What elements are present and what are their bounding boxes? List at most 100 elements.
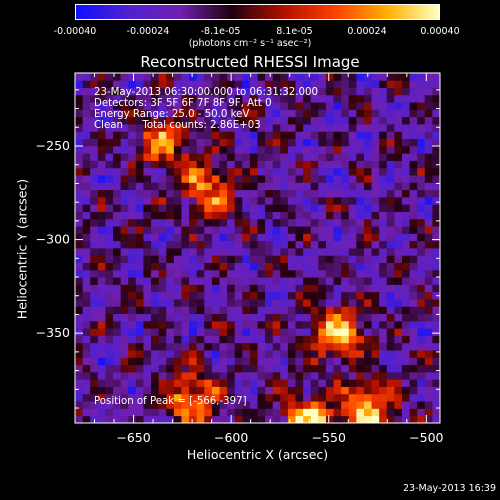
heatmap-cell	[379, 386, 388, 395]
heatmap-cell	[356, 226, 365, 234]
heatmap-cell	[432, 102, 441, 110]
heatmap-cell	[318, 87, 327, 96]
heatmap-cell	[166, 255, 175, 263]
heatmap-cell	[143, 116, 152, 125]
heatmap-cell	[211, 342, 220, 351]
heatmap-cell	[135, 196, 144, 205]
heatmap-cell	[424, 182, 433, 191]
heatmap-cell	[318, 357, 327, 366]
heatmap-cell	[371, 131, 380, 140]
heatmap-cell	[242, 364, 251, 373]
x-tick-label: −600	[214, 430, 248, 445]
heatmap-cell	[394, 379, 403, 387]
heatmap-cell	[318, 175, 327, 183]
heatmap-cell	[363, 138, 372, 147]
heatmap-cell	[181, 204, 190, 212]
heatmap-cell	[242, 102, 251, 110]
heatmap-cell	[196, 196, 205, 205]
heatmap-cell	[82, 196, 91, 205]
heatmap-cell	[348, 350, 357, 358]
heatmap-cell	[272, 109, 281, 118]
heatmap-cell	[363, 342, 372, 351]
heatmap-cell	[295, 233, 304, 242]
heatmap-cell	[348, 196, 357, 205]
heatmap-cell	[189, 393, 198, 402]
heatmap-cell	[280, 306, 289, 315]
heatmap-cell	[409, 408, 418, 417]
heatmap-cell	[424, 196, 433, 205]
heatmap-cell	[166, 386, 175, 395]
heatmap-cell	[97, 94, 106, 103]
heatmap-cell	[105, 167, 114, 176]
heatmap-cell	[204, 379, 213, 387]
heatmap-cell	[135, 80, 144, 88]
heatmap-cell	[181, 175, 190, 183]
heatmap-cell	[173, 320, 182, 329]
heatmap-cell	[97, 226, 106, 234]
heatmap-cell	[181, 218, 190, 227]
heatmap-cell	[432, 379, 441, 387]
heatmap-cell	[75, 393, 83, 402]
heatmap-cell	[242, 415, 251, 424]
heatmap-cell	[280, 182, 289, 191]
heatmap-cell	[90, 328, 99, 336]
heatmap-cell	[82, 189, 91, 198]
heatmap-cell	[371, 80, 380, 88]
heatmap-cell	[310, 364, 319, 373]
heatmap-cell	[128, 226, 137, 234]
heatmap-cell	[128, 102, 137, 110]
heatmap-cell	[409, 306, 418, 315]
heatmap-cell	[82, 116, 91, 125]
heatmap-cell	[280, 153, 289, 161]
heatmap-cell	[105, 269, 114, 278]
heatmap-cell	[158, 218, 167, 227]
heatmap-cell	[249, 218, 258, 227]
heatmap-cell	[204, 189, 213, 198]
heatmap-cell	[356, 218, 365, 227]
heatmap-cell	[341, 328, 350, 336]
heatmap-cell	[371, 109, 380, 118]
heatmap-cell	[310, 393, 319, 402]
heatmap-cell	[394, 240, 403, 249]
heatmap-cell	[303, 167, 312, 176]
heatmap-cell	[196, 299, 205, 307]
heatmap-cell	[348, 269, 357, 278]
heatmap-cell	[82, 379, 91, 387]
heatmap-cell	[348, 277, 357, 285]
heatmap-cell	[204, 204, 213, 212]
heatmap-cell	[379, 401, 388, 409]
heatmap-cell	[325, 204, 334, 212]
heatmap-cell	[356, 160, 365, 169]
heatmap-cell	[394, 218, 403, 227]
heatmap-cell	[242, 401, 251, 409]
heatmap-cell	[363, 277, 372, 285]
heatmap-cell	[196, 116, 205, 125]
heatmap-cell	[401, 401, 410, 409]
heatmap-cell	[90, 233, 99, 242]
heatmap-cell	[287, 73, 296, 81]
heatmap-cell	[227, 240, 236, 249]
heatmap-cell	[219, 131, 228, 140]
heatmap-cell	[265, 211, 274, 220]
heatmap-cell	[227, 284, 236, 293]
heatmap-cell	[379, 175, 388, 183]
heatmap-cell	[75, 189, 83, 198]
heatmap-cell	[143, 124, 152, 132]
heatmap-cell	[219, 364, 228, 373]
heatmap-cell	[181, 240, 190, 249]
heatmap-cell	[234, 328, 243, 336]
heatmap-cell	[394, 204, 403, 212]
heatmap-cell	[242, 160, 251, 169]
heatmap-cell	[417, 102, 426, 110]
heatmap-cell	[113, 131, 122, 140]
heatmap-cell	[135, 160, 144, 169]
heatmap-cell	[105, 357, 114, 366]
heatmap-cell	[181, 80, 190, 88]
heatmap-cell	[173, 371, 182, 380]
heatmap-cell	[151, 408, 160, 417]
heatmap-cell	[227, 277, 236, 285]
heatmap-cell	[189, 116, 198, 125]
heatmap-cell	[272, 226, 281, 234]
heatmap-cell	[265, 160, 274, 169]
heatmap-cell	[386, 240, 395, 249]
